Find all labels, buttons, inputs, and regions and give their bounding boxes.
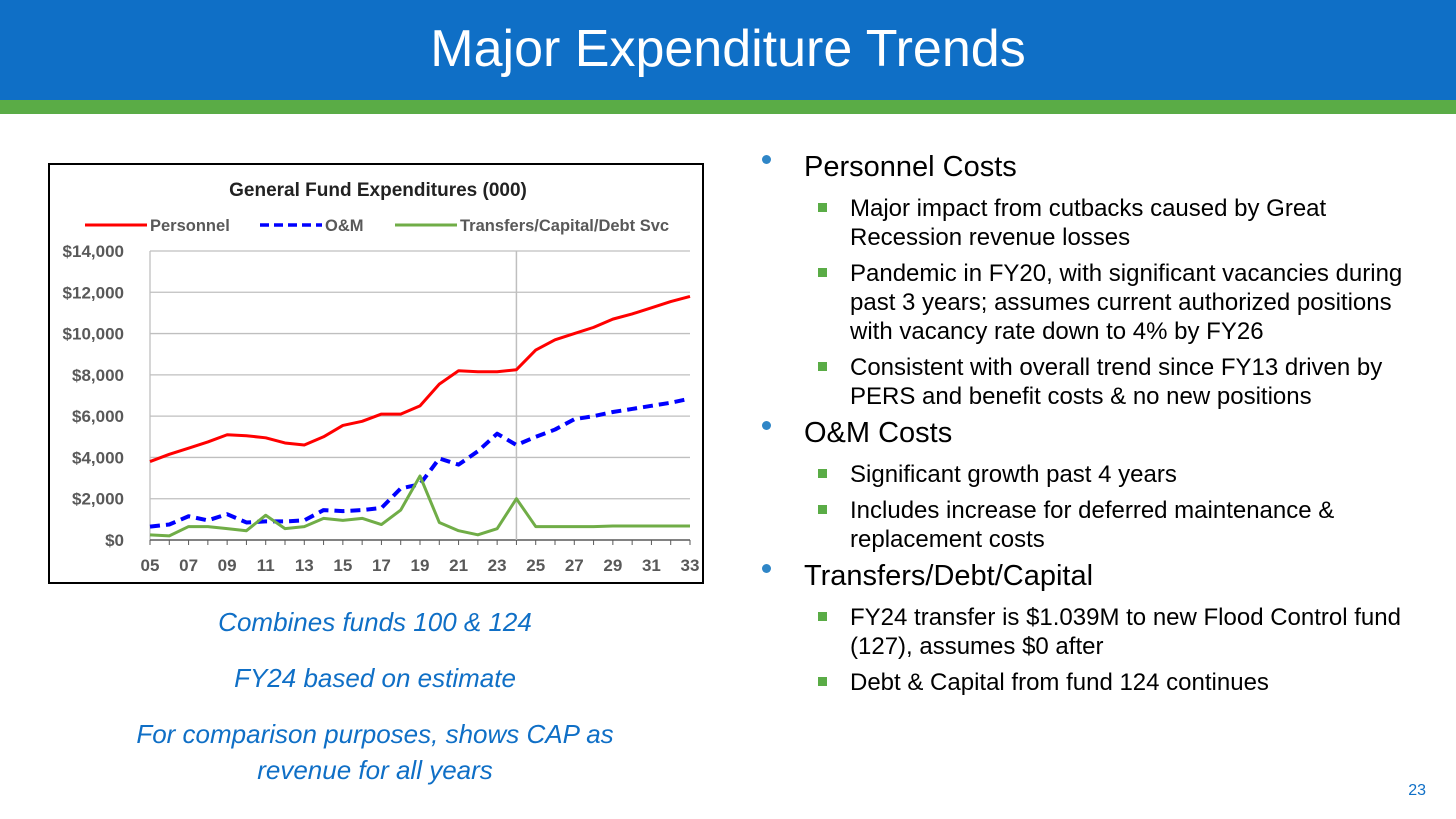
x-tick-label: 21 [449, 556, 468, 575]
sub-bullet-text: Significant growth past 4 years [850, 461, 1177, 488]
series-line-transfers-capital-debt-svc [149, 474, 690, 538]
y-tick-label: $2,000 [72, 490, 124, 509]
bullet-dot-icon [762, 421, 771, 430]
chart-series [149, 294, 691, 538]
sub-bullet-text: Includes increase for deferred maintenan… [850, 497, 1335, 553]
y-tick-label: $8,000 [72, 366, 124, 385]
x-tick-label: 05 [141, 556, 160, 575]
sub-bullet: Consistent with overall trend since FY13… [760, 353, 1440, 411]
y-tick-label: $4,000 [72, 448, 124, 467]
x-tick-label: 33 [681, 556, 700, 575]
x-tick-label: 19 [411, 556, 430, 575]
legend-label: Transfers/Capital/Debt Svc [460, 217, 669, 235]
y-axis: $0 $2,000 $4,000 $6,000 $8,000 $10,000 $12,000… [63, 242, 124, 550]
x-tick-label: 09 [218, 556, 237, 575]
legend-label: Personnel [150, 217, 230, 235]
bullet-square-icon [818, 469, 827, 478]
y-tick-label: $0 [105, 531, 124, 550]
y-tick-label: $14,000 [63, 242, 124, 261]
bullet-square-icon [818, 505, 827, 514]
bullet-personnel: Personnel Costs [760, 147, 1440, 187]
x-tick-label: 31 [642, 556, 661, 575]
title-stripe [0, 100, 1456, 114]
bullet-square-icon [818, 612, 827, 621]
bullet-heading: Personnel Costs [804, 151, 1017, 183]
legend-label: O&M [325, 217, 364, 235]
note-funds: Combines funds 100 & 124 [218, 607, 532, 637]
bullet-square-icon [818, 362, 827, 371]
bullet-transfers: Transfers/Debt/Capital [760, 556, 1440, 596]
bullet-square-icon [818, 203, 827, 212]
sub-bullet-text: Debt & Capital from fund 124 continues [850, 669, 1269, 696]
sub-bullet-text: Pandemic in FY20, with significant vacan… [850, 260, 1403, 345]
x-tick-label: 23 [488, 556, 507, 575]
sub-bullet: Major impact from cutbacks caused by Gre… [760, 194, 1440, 252]
bullet-heading: O&M Costs [804, 417, 953, 449]
sub-bullet: FY24 transfer is $1.039M to new Flood Co… [760, 603, 1440, 661]
sub-bullet: Pandemic in FY20, with significant vacan… [760, 259, 1440, 346]
chart-svg: General Fund Expenditures (000) Personne… [63, 180, 700, 575]
y-tick-label: $6,000 [72, 407, 124, 426]
sub-bullet: Significant growth past 4 years [760, 460, 1440, 489]
bullet-square-icon [818, 677, 827, 686]
y-tick-label: $12,000 [63, 283, 124, 302]
x-tick-label: 29 [603, 556, 622, 575]
bullet-heading: Transfers/Debt/Capital [804, 560, 1094, 592]
x-tick-label: 13 [295, 556, 314, 575]
sub-bullet-text: Major impact from cutbacks caused by Gre… [850, 195, 1327, 251]
chart-legend: Personnel O&M Transfers/Capital/Debt Svc [85, 217, 669, 235]
chart-title: General Fund Expenditures (000) [229, 180, 527, 201]
series-line-personnel [149, 294, 691, 463]
x-tick-label: 25 [526, 556, 545, 575]
bullet-dot-icon [762, 155, 771, 164]
x-tick-label: 17 [372, 556, 391, 575]
bullet-square-icon [818, 268, 827, 277]
bullet-om: O&M Costs [760, 413, 1440, 453]
chart-gridlines [149, 250, 690, 541]
note-comparison: For comparison purposes, shows CAP as re… [136, 719, 614, 785]
sub-bullet-text: Consistent with overall trend since FY13… [850, 354, 1383, 410]
page-number: 23 [1408, 782, 1426, 799]
x-tick-label: 11 [257, 556, 275, 575]
sub-bullet: Includes increase for deferred maintenan… [760, 496, 1440, 554]
x-tick-label: 27 [565, 556, 584, 575]
sub-bullet: Debt & Capital from fund 124 continues [760, 668, 1440, 697]
bullet-list: Personnel Costs Major impact from cutbac… [760, 145, 1440, 697]
y-tick-label: $10,000 [63, 325, 124, 344]
series-line-o-m [149, 396, 691, 529]
x-tick-label: 15 [333, 556, 352, 575]
sub-bullet-text: FY24 transfer is $1.039M to new Flood Co… [850, 604, 1401, 660]
slide-title: Major Expenditure Trends [430, 20, 1026, 78]
title-bar [0, 0, 1456, 100]
note-estimate: FY24 based on estimate [234, 663, 516, 693]
x-tick-label: 07 [179, 556, 198, 575]
x-axis: 05 07 09 11 13 15 17 19 21 23 25 27 29 31 33 [141, 540, 700, 575]
bullet-dot-icon [762, 564, 771, 573]
expenditure-chart: General Fund Expenditures (000) Personne… [48, 163, 704, 584]
